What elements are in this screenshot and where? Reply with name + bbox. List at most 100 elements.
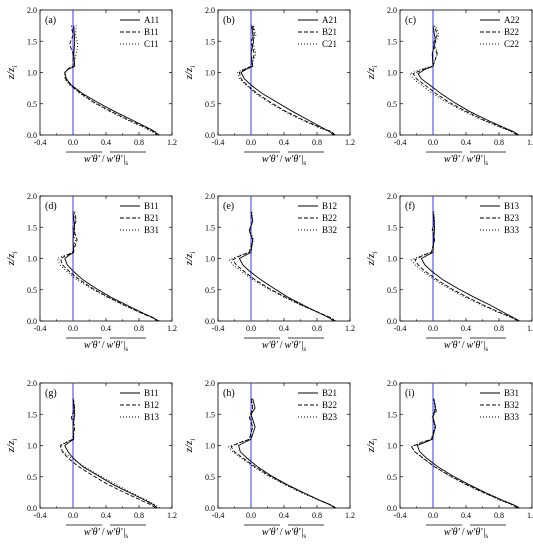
y-tick-label: 1.5	[27, 223, 37, 232]
x-axis-label: w'θ' / w'θ'|s	[84, 527, 129, 540]
x-tick-label: 0.8	[134, 324, 144, 333]
y-tick-label: 2.0	[205, 6, 215, 15]
y-tick-label: 1.5	[387, 223, 397, 232]
x-axis-label-bar: |	[483, 154, 485, 165]
y-tick-label: 0.0	[27, 504, 37, 513]
x-tick-label: -0.4	[212, 138, 225, 147]
x-axis-label-sub: s	[125, 345, 128, 353]
x-axis-label-numerator: w'θ'	[444, 340, 461, 351]
x-axis-label-slash: /	[280, 340, 283, 351]
x-tick-label: -0.4	[34, 138, 47, 147]
y-tick-label: 0.5	[205, 286, 215, 295]
y-tick-label: 2.0	[387, 192, 397, 201]
x-axis-label-numerator: w'θ'	[262, 527, 279, 538]
x-axis-label-slash: /	[462, 340, 465, 351]
y-tick-label: 1.0	[387, 255, 397, 264]
x-tick-label: 0.0	[246, 324, 256, 333]
legend-label-B22: B22	[322, 400, 337, 410]
y-axis-label-sub: i	[11, 439, 19, 441]
y-axis-label: z/zi	[365, 439, 379, 454]
series-line-B21	[238, 398, 336, 509]
series-line-B11	[64, 25, 160, 136]
x-axis-label-denominator: w'θ'	[107, 340, 124, 351]
x-tick-label: 1.2	[527, 324, 533, 333]
x-axis-label-bar: |	[301, 527, 303, 538]
series-line-C11	[64, 25, 159, 136]
x-axis-label-sub: s	[485, 159, 488, 167]
series-line-B11	[64, 398, 158, 509]
y-axis-label-sub: i	[189, 252, 197, 254]
x-tick-label: 0.8	[134, 511, 144, 520]
x-tick-label: 0.0	[246, 138, 256, 147]
series-line-B32	[410, 398, 519, 509]
x-axis-label-slash: /	[102, 527, 105, 538]
series-line-B22	[412, 25, 519, 136]
y-tick-label: 1.5	[27, 410, 37, 419]
y-tick-label: 1.5	[387, 410, 397, 419]
x-axis-label-slash: /	[462, 527, 465, 538]
y-axis-label: z/zi	[365, 252, 379, 267]
x-tick-label: 0.4	[101, 138, 111, 147]
x-tick-label: 0.0	[428, 324, 438, 333]
x-tick-label: 0.4	[461, 511, 471, 520]
x-tick-label: 1.2	[167, 324, 177, 333]
panel-label: (d)	[45, 201, 57, 212]
series-line-B22	[232, 211, 336, 322]
y-tick-label: 0.5	[27, 473, 37, 482]
legend-label-B22: B22	[322, 213, 337, 223]
x-axis-label-sub: s	[303, 345, 306, 353]
series-line-B21	[60, 211, 160, 322]
series-line-B21	[238, 25, 336, 136]
x-tick-label: 0.8	[312, 324, 322, 333]
y-tick-label: 1.5	[27, 37, 37, 46]
x-axis-label-sub: s	[125, 159, 128, 167]
y-tick-label: 2.0	[387, 379, 397, 388]
legend-label-B13: B13	[144, 412, 160, 422]
x-tick-label: 0.0	[428, 138, 438, 147]
x-tick-label: -0.4	[394, 511, 407, 520]
y-axis-label-sub: i	[371, 66, 379, 68]
legend-label-B33: B33	[504, 412, 520, 422]
legend-label-B32: B32	[322, 225, 337, 235]
x-tick-label: 0.8	[494, 138, 504, 147]
series-line-B22	[230, 398, 337, 509]
y-tick-label: 0.5	[205, 473, 215, 482]
panel-e: -0.4 0.0 0.4 0.8 1.20.00.51.01.52.0z/ziw'θ' /…	[183, 192, 355, 353]
x-axis-label-numerator: w'θ'	[444, 527, 461, 538]
y-tick-label: 0.5	[387, 100, 397, 109]
y-axis-label: z/zi	[5, 439, 19, 454]
y-tick-label: 0.0	[205, 131, 215, 140]
x-tick-label: 0.4	[279, 138, 289, 147]
y-tick-label: 1.0	[27, 69, 37, 78]
x-axis-label-numerator: w'θ'	[262, 154, 279, 165]
x-axis-label-bar: |	[123, 340, 125, 351]
legend-label-B23: B23	[322, 412, 338, 422]
series-line-C21	[237, 25, 335, 136]
x-axis-label-bar: |	[301, 154, 303, 165]
y-tick-label: 1.0	[205, 442, 215, 451]
y-tick-label: 1.0	[27, 255, 37, 264]
x-axis-label-denominator: w'θ'	[285, 527, 302, 538]
legend-label-A11: A11	[144, 15, 159, 25]
y-tick-label: 2.0	[205, 192, 215, 201]
x-axis-label-numerator: w'θ'	[262, 340, 279, 351]
x-tick-label: 0.0	[68, 511, 78, 520]
x-axis-label-denominator: w'θ'	[285, 340, 302, 351]
x-axis-label-slash: /	[280, 527, 283, 538]
x-axis-label-bar: |	[483, 340, 485, 351]
legend-label-B31: B31	[144, 225, 159, 235]
panel-label: (e)	[223, 201, 234, 212]
x-axis-label-denominator: w'θ'	[107, 154, 124, 165]
x-axis-label: w'θ' / w'θ'|s	[262, 340, 307, 353]
x-axis-label: w'θ' / w'θ'|s	[444, 154, 489, 167]
y-axis-label: z/zi	[365, 66, 379, 81]
panel-label: (a)	[45, 15, 56, 26]
x-axis-label-numerator: w'θ'	[84, 527, 101, 538]
y-tick-label: 0.0	[387, 504, 397, 513]
legend-label-B11: B11	[144, 201, 159, 211]
series-line-B33	[410, 398, 518, 509]
x-tick-label: 0.8	[494, 324, 504, 333]
x-axis-label-numerator: w'θ'	[84, 154, 101, 165]
x-tick-label: 0.4	[461, 324, 471, 333]
